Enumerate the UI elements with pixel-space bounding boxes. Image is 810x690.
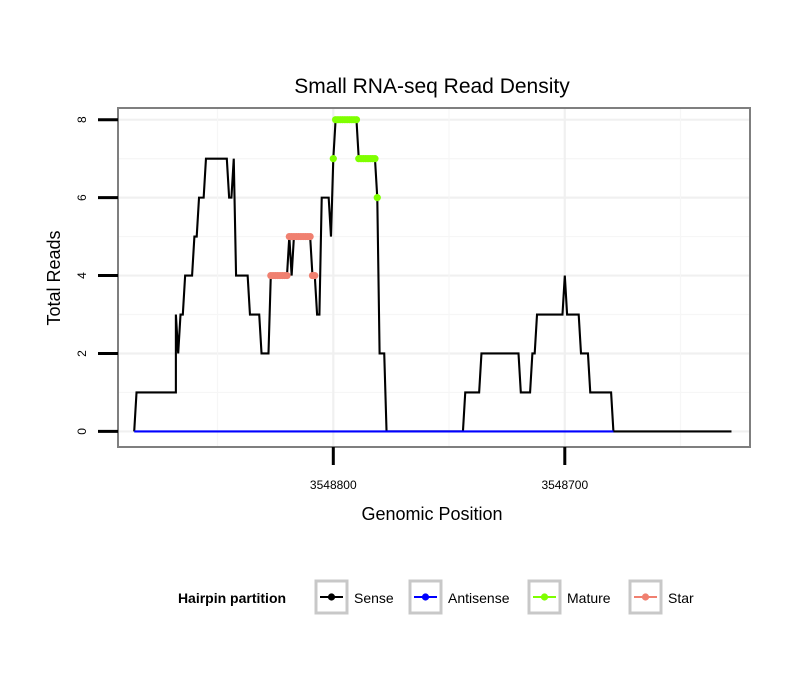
- mature-point: [373, 194, 381, 202]
- legend-item-antisense: Antisense: [408, 579, 510, 615]
- chart-title: Small RNA-seq Read Density: [294, 75, 570, 98]
- star-point: [306, 232, 314, 241]
- legend-key-point: [540, 593, 549, 601]
- series-star: [267, 232, 319, 280]
- sense-line: [133, 118, 732, 433]
- star-point: [283, 271, 291, 280]
- legend-label: Antisense: [448, 590, 510, 606]
- legend-key-point: [421, 593, 430, 601]
- y-tick-label: 6: [75, 194, 89, 201]
- y-tick-label: 0: [75, 428, 89, 435]
- series-layer: [133, 116, 732, 433]
- mature-point: [329, 155, 337, 163]
- x-tick-label: 3548700: [541, 478, 588, 492]
- plot-panel: [117, 107, 751, 448]
- legend-item-star: Star: [628, 579, 694, 615]
- legend-label: Sense: [354, 590, 394, 606]
- series-sense: [133, 118, 732, 433]
- x-tick-label: 3548800: [310, 478, 357, 492]
- mature-point: [371, 155, 379, 163]
- legend-title: Hairpin partition: [178, 590, 286, 606]
- star-point: [311, 271, 319, 280]
- legend-label: Star: [668, 590, 694, 606]
- legend-key-point: [641, 593, 650, 601]
- legend: Hairpin partition Sense Antisense Mature St…: [178, 579, 694, 615]
- y-axis: 0 2 4 6 8: [75, 116, 118, 435]
- mature-point: [352, 116, 361, 124]
- y-axis-label: Total Reads: [44, 230, 64, 325]
- y-tick-label: 8: [75, 116, 89, 123]
- x-axis: 3548800 3548700: [310, 447, 588, 492]
- legend-item-sense: Sense: [314, 579, 394, 615]
- plot-background: [118, 108, 750, 447]
- plot-border: [117, 107, 751, 448]
- series-mature: [329, 116, 381, 202]
- y-tick-label: 2: [75, 350, 89, 357]
- legend-item-mature: Mature: [527, 579, 611, 615]
- x-axis-label: Genomic Position: [361, 504, 502, 524]
- y-tick-label: 4: [75, 272, 89, 279]
- legend-key-point: [327, 593, 336, 601]
- legend-label: Mature: [567, 590, 611, 606]
